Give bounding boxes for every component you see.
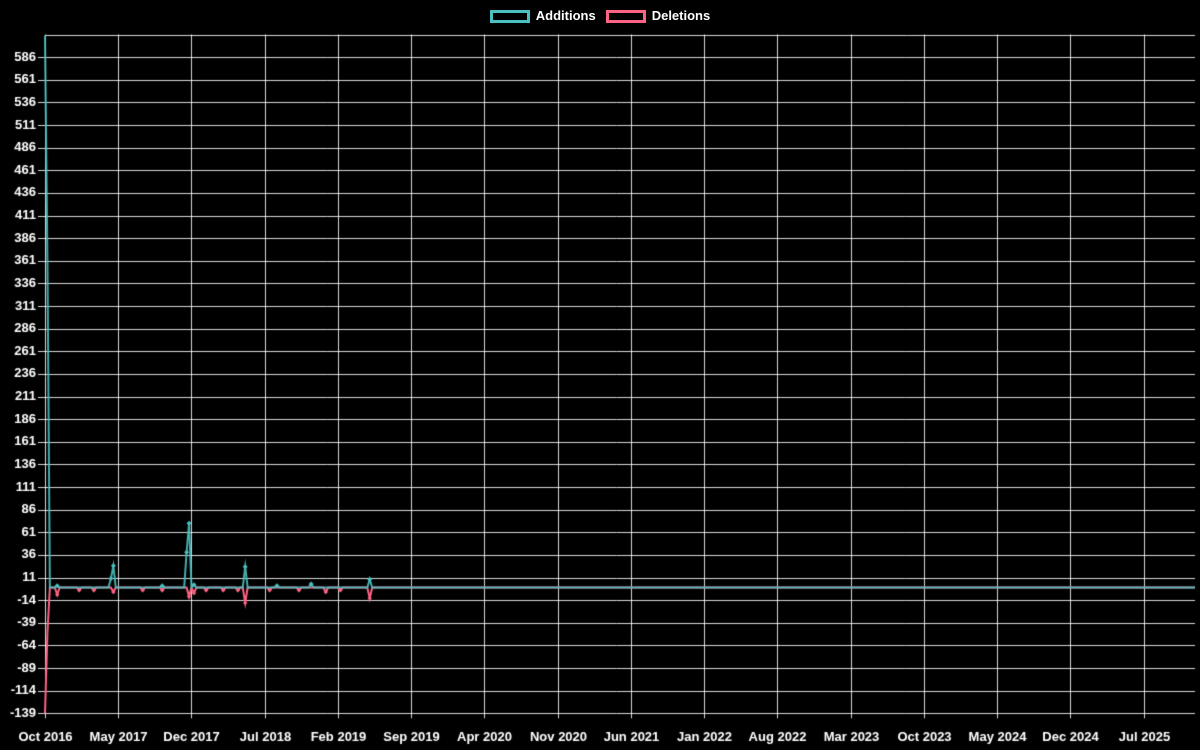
chart-legend: Additions Deletions xyxy=(0,8,1200,24)
legend-label-additions: Additions xyxy=(535,8,596,23)
deletions-swatch-icon xyxy=(605,9,646,23)
legend-label-deletions: Deletions xyxy=(651,8,711,23)
legend-item-additions[interactable]: Additions xyxy=(489,8,596,24)
additions-swatch-icon xyxy=(489,9,530,23)
legend-item-deletions[interactable]: Deletions xyxy=(605,8,711,24)
